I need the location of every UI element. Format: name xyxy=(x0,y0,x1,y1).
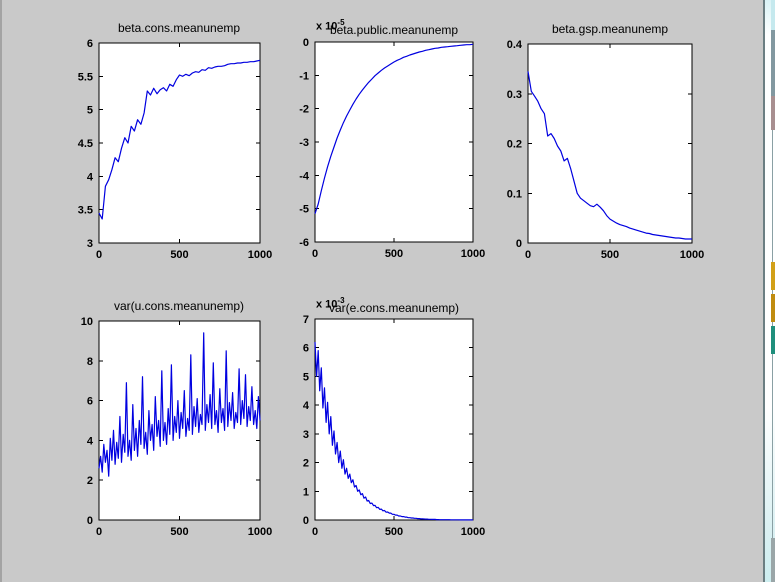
y-tick-label: 5.5 xyxy=(78,71,93,83)
exponent-prefix: x 10 xyxy=(316,20,338,33)
x-tick-label: 0 xyxy=(312,526,318,538)
x-tick-label: 500 xyxy=(385,526,403,538)
x-tick-label: 0 xyxy=(312,248,318,260)
y-tick-label: 0.4 xyxy=(507,39,523,51)
y-tick-label: -5 xyxy=(299,204,309,216)
y-tick-label: 1 xyxy=(303,486,309,498)
y-tick-label: 2 xyxy=(303,458,309,470)
y-tick-label: 4 xyxy=(303,400,310,412)
desktop-icon-fragment-gold-2[interactable] xyxy=(771,294,775,322)
x-tick-label: 0 xyxy=(525,249,531,261)
y-tick-label: 4 xyxy=(87,435,94,447)
desktop-edge-divider xyxy=(772,0,773,582)
desktop-icon-fragment-slate xyxy=(771,30,775,96)
exponent-prefix: x 10 xyxy=(316,298,338,311)
x-tick-label: 500 xyxy=(170,526,188,538)
subplot-title-beta-cons: beta.cons.meanunemp xyxy=(117,21,241,35)
axes-box xyxy=(314,41,474,243)
y-tick-label: 6 xyxy=(87,38,93,50)
y-tick-label: -2 xyxy=(299,104,309,116)
y-tick-label: -4 xyxy=(299,170,310,182)
x-tick-label: 0 xyxy=(96,526,102,538)
exponent-power: -3 xyxy=(337,296,345,305)
y-tick-label: 3.5 xyxy=(78,205,93,217)
y-tick-label: 4.5 xyxy=(78,138,93,150)
y-tick-label: 0 xyxy=(303,37,309,49)
y-tick-label: 7 xyxy=(303,314,309,326)
x-tick-label: 1000 xyxy=(248,526,272,538)
axes-box xyxy=(314,318,474,521)
x-tick-label: 500 xyxy=(385,248,403,260)
y-tick-label: 5 xyxy=(303,371,309,383)
y-tick-label: 8 xyxy=(87,356,93,368)
desktop-icon-fragment-teal[interactable] xyxy=(771,326,775,354)
y-tick-label: 0 xyxy=(516,238,522,250)
axes-box xyxy=(98,42,261,244)
y-tick-label: 0 xyxy=(87,515,93,527)
trace-line xyxy=(98,59,261,220)
y-tick-label: 6 xyxy=(87,396,93,408)
y-tick-label: 0 xyxy=(303,515,309,527)
y-tick-label: 5 xyxy=(87,105,93,117)
x-tick-label: 1000 xyxy=(248,249,272,261)
y-tick-label: 0.3 xyxy=(507,89,522,101)
y-tick-label: 10 xyxy=(81,316,93,328)
y-tick-label: 0.2 xyxy=(507,139,522,151)
x-tick-label: 500 xyxy=(601,249,619,261)
desktop-background-strip xyxy=(763,0,775,582)
y-tick-label: 0.1 xyxy=(507,188,522,200)
y-tick-label: 6 xyxy=(303,343,309,355)
exponent-power: -5 xyxy=(337,18,345,27)
y-tick-label: -1 xyxy=(299,70,309,82)
y-tick-label: -6 xyxy=(299,237,309,249)
trace-line xyxy=(314,341,473,521)
y-tick-label: 3 xyxy=(87,238,93,250)
subplot-title-var-e: var(e.cons.meanunemp) xyxy=(328,301,460,315)
trace-line xyxy=(98,332,261,477)
y-tick-label: 3 xyxy=(303,429,309,441)
axes-box xyxy=(527,43,693,244)
y-tick-label: 2 xyxy=(87,475,93,487)
x-tick-label: 1000 xyxy=(461,248,485,260)
subplot-title-beta-public: beta.public.meanunemp xyxy=(329,23,459,37)
x-tick-label: 0 xyxy=(96,249,102,261)
y-axis-exponent-var-e: x 10-3 xyxy=(316,296,345,311)
desktop-icon-fragment-cyan xyxy=(771,0,775,30)
desktop-icon-fragment-gold-1[interactable] xyxy=(771,262,775,290)
x-tick-label: 1000 xyxy=(680,249,704,261)
trace-line xyxy=(314,43,474,214)
axes-box xyxy=(98,320,261,521)
subplot-title-var-u: var(u.cons.meanunemp) xyxy=(113,299,245,313)
x-tick-label: 500 xyxy=(170,249,188,261)
desktop-icon-fragment-mauve xyxy=(771,96,775,130)
y-axis-exponent-beta-public: x 10-5 xyxy=(316,18,345,33)
y-tick-label: -3 xyxy=(299,137,309,149)
desktop-edge-bottom-gray xyxy=(771,538,775,582)
x-tick-label: 1000 xyxy=(461,526,485,538)
y-tick-label: 4 xyxy=(87,171,94,183)
subplot-title-beta-gsp: beta.gsp.meanunemp xyxy=(551,22,669,36)
trace-line xyxy=(527,71,692,240)
